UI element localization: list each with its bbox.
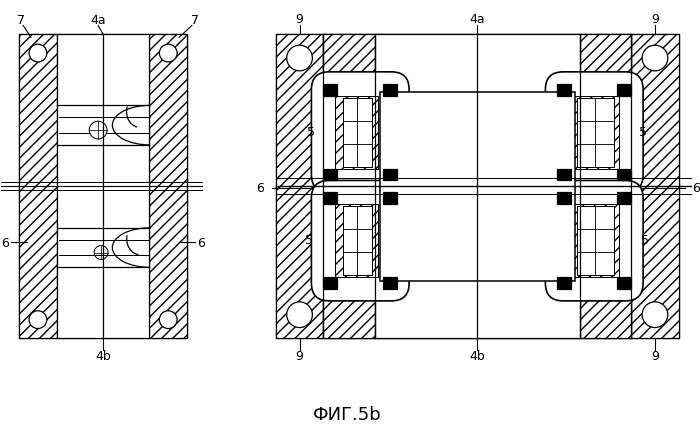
FancyBboxPatch shape [545,181,643,301]
Bar [335,95,377,169]
Circle shape [160,311,177,329]
Bar [580,34,631,338]
Text: 7: 7 [17,14,25,27]
Text: 7: 7 [191,14,199,27]
Bar [379,92,575,281]
Bar [557,277,571,289]
Bar [617,84,631,95]
Bar [276,34,323,338]
Circle shape [29,44,47,62]
Bar [276,34,679,338]
Text: ФИГ.5b: ФИГ.5b [313,406,382,424]
Text: 4a: 4a [470,13,485,26]
Bar [569,95,620,169]
Bar [557,84,571,95]
Circle shape [642,45,668,71]
Bar [617,192,631,204]
Text: 9: 9 [295,350,304,362]
Bar [557,192,571,204]
Bar [617,169,631,181]
Circle shape [642,302,668,328]
Text: 4a: 4a [90,14,106,27]
Bar [374,34,580,338]
Circle shape [29,311,47,329]
Bar [323,277,337,289]
Bar [384,277,398,289]
Bar [343,98,372,166]
Bar [19,34,187,338]
Circle shape [160,44,177,62]
Bar [323,84,337,95]
Bar [557,169,571,181]
Text: 6: 6 [256,182,264,195]
Bar [335,204,377,277]
Bar [384,169,398,181]
Text: 4b: 4b [470,350,485,362]
Text: 5: 5 [641,234,649,247]
Bar [323,192,337,204]
FancyBboxPatch shape [312,181,409,301]
Circle shape [287,45,312,71]
Text: 5: 5 [307,126,315,138]
Bar [577,98,613,166]
Text: 5: 5 [639,126,648,138]
Bar [569,204,620,277]
FancyBboxPatch shape [545,72,643,192]
Bar [323,169,337,181]
Circle shape [287,302,312,328]
Bar [384,84,398,95]
Text: 6: 6 [197,237,205,250]
Circle shape [90,121,107,139]
Bar [384,192,398,204]
Bar [323,34,631,338]
Text: 9: 9 [651,350,659,362]
Bar [577,206,613,275]
Bar [617,277,631,289]
Bar [343,206,372,275]
Text: 4b: 4b [95,350,111,362]
Bar [150,34,187,338]
Bar [19,34,57,338]
Text: 6: 6 [692,182,700,195]
Text: 5: 5 [305,234,314,247]
Bar [57,34,150,338]
Text: 9: 9 [295,13,304,26]
Text: 6: 6 [1,237,9,250]
Bar [323,34,375,338]
FancyBboxPatch shape [312,72,409,192]
Text: 9: 9 [651,13,659,26]
Bar [631,34,679,338]
